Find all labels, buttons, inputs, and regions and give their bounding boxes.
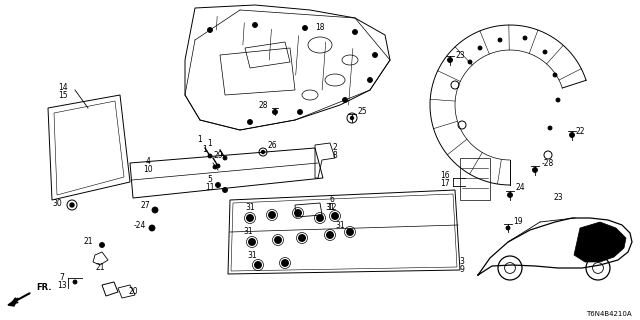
Circle shape bbox=[548, 126, 552, 130]
Circle shape bbox=[447, 58, 452, 62]
Circle shape bbox=[208, 154, 212, 158]
Circle shape bbox=[152, 207, 158, 213]
Circle shape bbox=[372, 52, 378, 58]
Circle shape bbox=[275, 236, 282, 244]
Text: 22: 22 bbox=[575, 127, 585, 137]
Circle shape bbox=[223, 188, 227, 193]
Polygon shape bbox=[574, 222, 626, 262]
Circle shape bbox=[506, 226, 510, 230]
Text: 9: 9 bbox=[460, 266, 465, 275]
Text: -28: -28 bbox=[542, 158, 554, 167]
Text: 31: 31 bbox=[243, 228, 253, 236]
Text: 1: 1 bbox=[203, 146, 207, 155]
Circle shape bbox=[351, 116, 353, 119]
Text: 11: 11 bbox=[205, 183, 215, 193]
Text: 1: 1 bbox=[198, 135, 202, 145]
Circle shape bbox=[269, 212, 275, 219]
Circle shape bbox=[253, 22, 257, 28]
Text: 30: 30 bbox=[52, 198, 62, 207]
Circle shape bbox=[149, 225, 155, 231]
Text: 3: 3 bbox=[460, 258, 465, 267]
Circle shape bbox=[246, 214, 253, 221]
Circle shape bbox=[468, 60, 472, 64]
Text: 1: 1 bbox=[207, 139, 212, 148]
Text: FR.: FR. bbox=[36, 284, 52, 292]
Text: 4: 4 bbox=[145, 157, 150, 166]
Circle shape bbox=[303, 26, 307, 30]
Text: 31: 31 bbox=[325, 204, 335, 212]
Circle shape bbox=[553, 73, 557, 77]
Circle shape bbox=[298, 109, 303, 115]
Polygon shape bbox=[8, 298, 18, 306]
Circle shape bbox=[532, 167, 538, 172]
Circle shape bbox=[543, 50, 547, 54]
Circle shape bbox=[317, 214, 323, 221]
Circle shape bbox=[342, 98, 348, 102]
Circle shape bbox=[367, 77, 372, 83]
Text: 14: 14 bbox=[58, 84, 68, 92]
Text: 13: 13 bbox=[57, 282, 67, 291]
Circle shape bbox=[556, 98, 560, 102]
Circle shape bbox=[282, 260, 289, 267]
Circle shape bbox=[353, 29, 358, 35]
Circle shape bbox=[294, 210, 301, 217]
Circle shape bbox=[332, 212, 339, 220]
Circle shape bbox=[70, 203, 74, 207]
Text: 24: 24 bbox=[515, 183, 525, 193]
Circle shape bbox=[523, 36, 527, 40]
Circle shape bbox=[498, 38, 502, 42]
Text: 23: 23 bbox=[553, 194, 563, 203]
Circle shape bbox=[213, 165, 217, 169]
Text: 15: 15 bbox=[58, 92, 68, 100]
Text: 5: 5 bbox=[207, 175, 212, 185]
Text: 31: 31 bbox=[247, 251, 257, 260]
Circle shape bbox=[326, 231, 333, 238]
Text: T6N4B4210A: T6N4B4210A bbox=[586, 311, 632, 317]
Circle shape bbox=[570, 132, 575, 138]
Circle shape bbox=[255, 261, 262, 268]
Text: 16: 16 bbox=[440, 171, 450, 180]
Text: 20: 20 bbox=[128, 287, 138, 297]
Text: 19: 19 bbox=[513, 218, 523, 227]
Text: 21: 21 bbox=[83, 237, 93, 246]
Circle shape bbox=[298, 235, 305, 242]
Text: 10: 10 bbox=[143, 165, 153, 174]
Circle shape bbox=[248, 238, 255, 245]
Text: 26: 26 bbox=[267, 140, 277, 149]
Text: 25: 25 bbox=[357, 108, 367, 116]
Circle shape bbox=[216, 164, 220, 168]
Text: 18: 18 bbox=[316, 23, 324, 33]
Circle shape bbox=[99, 243, 104, 247]
Text: 17: 17 bbox=[440, 179, 450, 188]
Circle shape bbox=[478, 46, 482, 50]
Text: -24: -24 bbox=[134, 220, 146, 229]
Circle shape bbox=[207, 28, 212, 33]
Text: 31: 31 bbox=[245, 204, 255, 212]
Circle shape bbox=[346, 228, 353, 236]
Circle shape bbox=[216, 182, 221, 188]
Text: 23: 23 bbox=[455, 51, 465, 60]
Circle shape bbox=[223, 156, 227, 160]
Text: 8: 8 bbox=[333, 151, 337, 161]
Text: 29: 29 bbox=[213, 150, 223, 159]
Text: 12: 12 bbox=[327, 204, 337, 212]
Circle shape bbox=[73, 280, 77, 284]
Circle shape bbox=[508, 193, 513, 197]
Circle shape bbox=[248, 119, 253, 124]
Text: 21: 21 bbox=[95, 263, 105, 273]
Text: 27: 27 bbox=[140, 201, 150, 210]
Text: 31: 31 bbox=[335, 220, 345, 229]
Circle shape bbox=[262, 150, 264, 154]
Text: 2: 2 bbox=[333, 143, 337, 153]
Text: 6: 6 bbox=[330, 196, 335, 204]
Text: 28: 28 bbox=[259, 100, 268, 109]
Text: 7: 7 bbox=[60, 274, 65, 283]
Circle shape bbox=[273, 109, 278, 115]
